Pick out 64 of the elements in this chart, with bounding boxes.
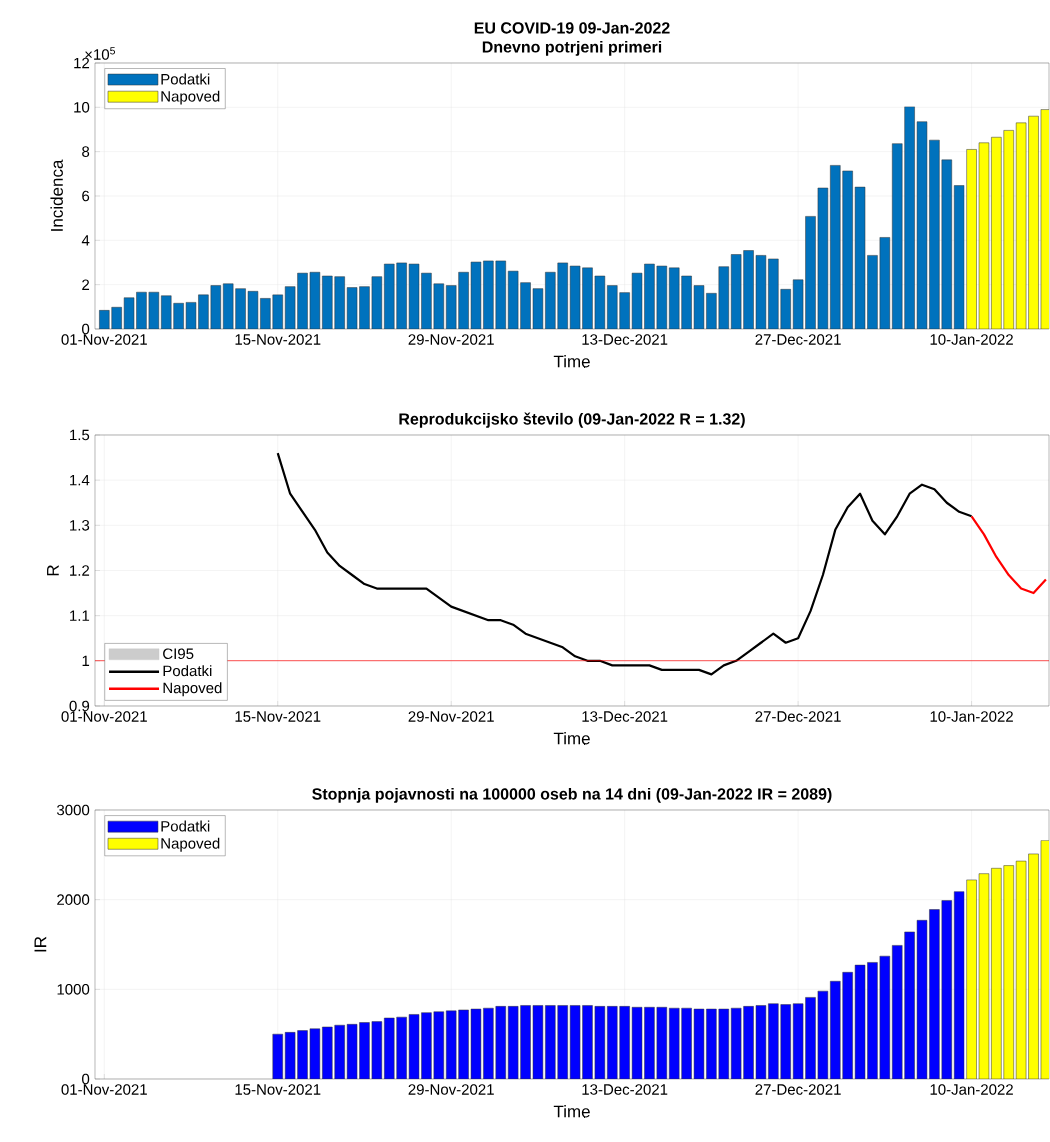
x-axis-title: Time [553, 732, 590, 745]
y-tick-label: 6 [82, 190, 90, 202]
x-tick-label: 27-Dec-2021 [755, 711, 841, 722]
x-tick-label: 29-Nov-2021 [408, 334, 494, 345]
x-axis-title: Time [553, 1105, 590, 1118]
y-tick-label: 1.3 [70, 520, 90, 531]
bar [1003, 130, 1014, 329]
y-tick-label: 10 [74, 102, 90, 113]
bar [953, 185, 965, 329]
bar [272, 1033, 283, 1079]
x-tick-label: 13-Dec-2021 [582, 334, 668, 345]
x-tick-label: 15-Nov-2021 [235, 334, 321, 345]
y-tick-label: 0.9 [69, 700, 90, 712]
chart-title: Reprodukcijsko število (09-Jan-2022 R = 1.32) [399, 412, 745, 428]
x-tick-label: 29-Nov-2021 [408, 1084, 494, 1095]
y-axis-title: Incidenca [50, 159, 63, 231]
legend-label: Napoved [161, 90, 220, 105]
y-tick-label: 2000 [57, 894, 90, 905]
x-tick-label: 27-Dec-2021 [755, 1084, 841, 1095]
x-tick-label: 13-Dec-2021 [582, 711, 668, 722]
bar [1028, 115, 1039, 329]
line-series [970, 515, 1047, 595]
bar [991, 868, 1002, 1079]
x-axis-title: Time [553, 355, 590, 368]
y-tick-label: 8 [82, 146, 90, 157]
x-tick-label: 01-Nov-2021 [61, 1084, 147, 1095]
x-tick-label: 15-Nov-2021 [235, 711, 321, 722]
legend-label: Podatki [161, 73, 210, 85]
x-tick-label: 13-Dec-2021 [582, 1084, 668, 1095]
x-tick-label: 27-Dec-2021 [755, 334, 841, 345]
legend-label: Napoved [161, 837, 220, 852]
legend-label: Podatki [163, 665, 212, 677]
y-axis-title: R [47, 565, 59, 576]
y-tick-label: 4 [81, 235, 90, 246]
y-tick-label: 1 [82, 655, 90, 666]
chart-title: EU COVID-19 09-Jan-2022 [474, 22, 670, 34]
y-tick-label: 0 [82, 323, 90, 335]
y-tick-label: 1.1 [70, 610, 90, 621]
legend-label: CI95 [163, 648, 194, 660]
y-tick-label: 1000 [57, 984, 90, 995]
x-tick-label: 29-Nov-2021 [408, 711, 494, 722]
x-tick-label: 01-Nov-2021 [61, 711, 147, 722]
bar [991, 137, 1002, 329]
bar [966, 149, 977, 329]
y-tick-label: 3000 [57, 804, 90, 816]
y-axis-title: IR [34, 936, 47, 952]
legend-label: Napoved [163, 682, 222, 697]
y-tick-label: 0 [82, 1073, 90, 1085]
x-tick-label: 10-Jan-2022 [930, 1084, 1013, 1095]
y-tick-label: 1.5 [70, 429, 90, 441]
x-tick-label: 01-Nov-2021 [61, 334, 147, 345]
y-tick-label: 2 [82, 279, 90, 290]
bar [1028, 853, 1039, 1079]
chart-subtitle: Dnevno potrjeni primeri [482, 40, 662, 56]
legend-label: Podatki [161, 820, 210, 832]
y-tick-label: 1.2 [70, 565, 90, 576]
x-tick-label: 15-Nov-2021 [235, 1084, 321, 1095]
bar [966, 879, 977, 1079]
bar [1003, 865, 1014, 1079]
bar [953, 891, 965, 1079]
y-tick-label: 1.4 [70, 475, 90, 486]
chart-title: Stopnja pojavnosti na 100000 oseb na 14 dni (09-Jan-2022 IR = 2089) [312, 787, 832, 803]
x-tick-label: 10-Jan-2022 [930, 334, 1013, 345]
x-tick-label: 10-Jan-2022 [930, 711, 1013, 722]
